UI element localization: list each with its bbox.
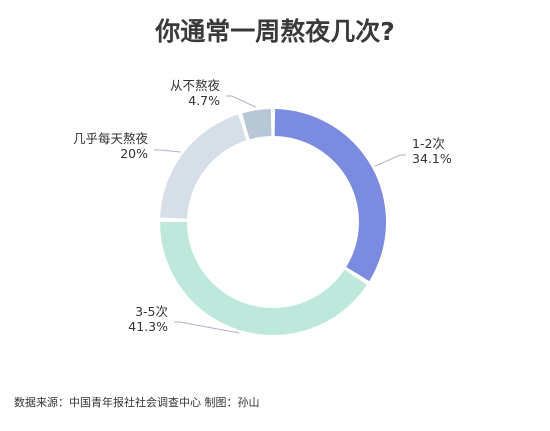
slice-4 bbox=[242, 109, 272, 140]
chart-title: 你通常一周熬夜几次? bbox=[155, 17, 395, 46]
slice-value-2: 41.3% bbox=[128, 319, 168, 334]
slice-2 bbox=[160, 221, 367, 335]
leader-line-3 bbox=[154, 149, 181, 153]
slice-name-4: 从不熬夜 bbox=[170, 78, 221, 93]
leader-line-2 bbox=[174, 321, 240, 334]
leader-line-1 bbox=[374, 154, 406, 167]
slice-value-1: 34.1% bbox=[412, 151, 452, 166]
slice-name-1: 1-2次 bbox=[412, 136, 445, 151]
source-note: 数据来源：中国青年报社社会调查中心 制图：孙山 bbox=[14, 396, 260, 409]
slice-3 bbox=[160, 114, 247, 219]
slice-value-4: 4.7% bbox=[188, 93, 220, 108]
slice-name-3: 几乎每天熬夜 bbox=[73, 131, 149, 146]
slice-name-2: 3-5次 bbox=[135, 304, 168, 319]
leader-line-4 bbox=[226, 95, 257, 108]
slice-value-3: 20% bbox=[120, 146, 148, 161]
slice-1 bbox=[274, 109, 386, 282]
